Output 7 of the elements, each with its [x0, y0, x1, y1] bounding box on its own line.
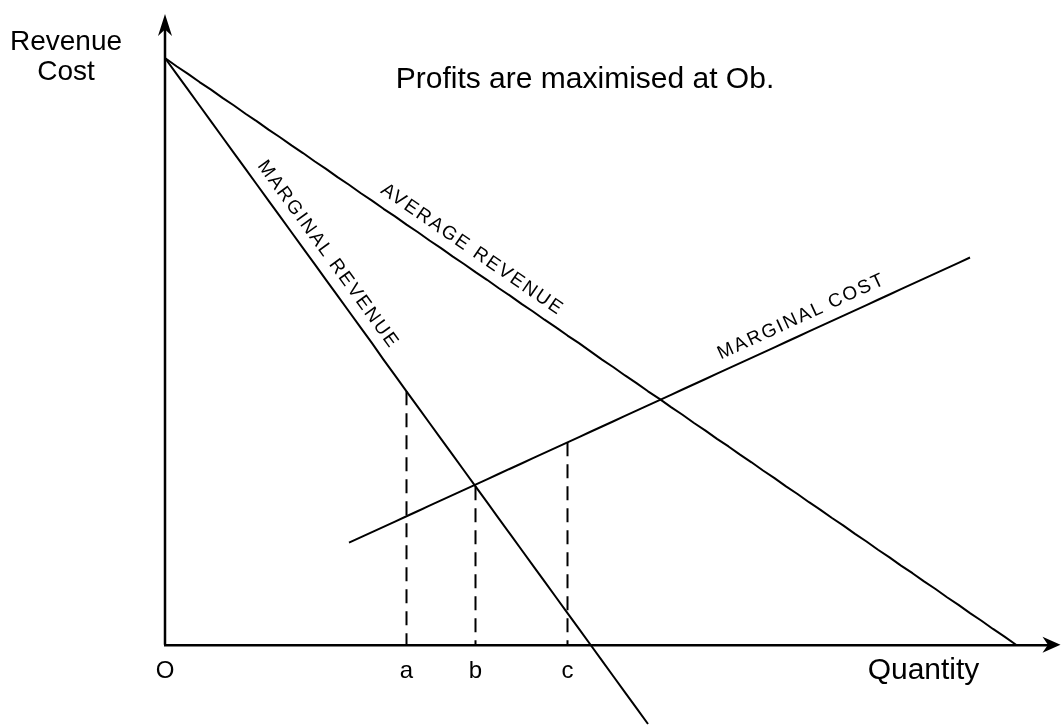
annotation: Profits are maximised at Ob. [395, 61, 775, 95]
x-tick-label: a [399, 655, 414, 683]
x-tick-label: c [561, 655, 574, 683]
y-axis-title: Revenue Cost [9, 24, 123, 86]
x-tick-label: b [468, 655, 483, 683]
x-tick-label: O [155, 655, 175, 683]
x-axis-title: Quantity [867, 652, 980, 686]
